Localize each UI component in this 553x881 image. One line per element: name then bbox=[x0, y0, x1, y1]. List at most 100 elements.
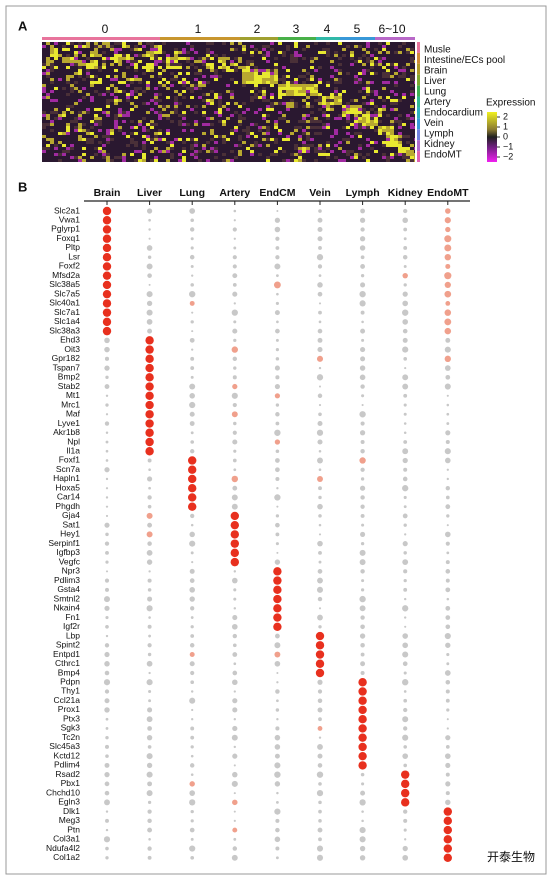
heatmap-cell bbox=[390, 120, 394, 123]
heatmap-cell bbox=[310, 117, 314, 120]
background-dot bbox=[360, 282, 366, 288]
heatmap-cell bbox=[314, 126, 318, 129]
background-dot bbox=[275, 449, 280, 454]
background-dot bbox=[190, 819, 194, 823]
background-dot bbox=[105, 624, 109, 629]
background-dot bbox=[403, 809, 408, 814]
background-dot bbox=[360, 467, 365, 472]
heatmap-cell bbox=[90, 141, 94, 144]
heatmap-cell bbox=[122, 159, 126, 162]
heatmap-cell bbox=[206, 81, 210, 84]
heatmap-cell bbox=[250, 69, 254, 72]
heatmap-cell bbox=[274, 120, 278, 123]
background-dot bbox=[445, 337, 451, 343]
background-dot bbox=[275, 522, 280, 528]
background-dot bbox=[359, 595, 366, 603]
heatmap-cell bbox=[130, 90, 134, 93]
heatmap-cell bbox=[414, 78, 415, 81]
heatmap-cell bbox=[54, 147, 58, 150]
background-dot bbox=[360, 227, 365, 232]
heatmap-cell bbox=[402, 156, 406, 159]
heatmap-cell bbox=[138, 87, 142, 90]
heatmap-cell bbox=[202, 75, 206, 78]
heatmap-cell bbox=[366, 111, 370, 114]
heatmap-cell bbox=[190, 153, 194, 156]
heatmap-cell bbox=[250, 123, 254, 126]
heatmap-cell bbox=[98, 141, 102, 144]
heatmap-cell bbox=[102, 45, 106, 48]
heatmap-cell bbox=[162, 84, 166, 87]
heatmap-cell bbox=[338, 78, 342, 81]
heatmap-cell bbox=[66, 42, 70, 45]
heatmap-cell bbox=[218, 93, 222, 96]
background-dot bbox=[233, 468, 237, 472]
background-dot bbox=[318, 385, 322, 388]
heatmap-cell bbox=[50, 111, 54, 114]
heatmap-cell bbox=[270, 78, 274, 81]
heatmap-cell bbox=[262, 114, 266, 117]
heatmap-cell bbox=[150, 141, 154, 144]
heatmap-cell bbox=[366, 159, 370, 162]
heatmap-cell bbox=[414, 138, 415, 141]
heatmap-cell bbox=[158, 117, 162, 120]
heatmap-cell bbox=[274, 57, 278, 60]
background-dot bbox=[104, 799, 110, 806]
background-dot bbox=[232, 725, 238, 732]
background-dot bbox=[361, 338, 365, 342]
heatmap-cell bbox=[410, 126, 414, 129]
heatmap-cell bbox=[78, 72, 82, 75]
heatmap-cell bbox=[334, 144, 338, 147]
marker-dot bbox=[188, 493, 197, 502]
heatmap-cell bbox=[358, 114, 362, 117]
background-dot bbox=[275, 458, 280, 463]
background-dot bbox=[445, 781, 451, 787]
heatmap-cell bbox=[266, 132, 270, 135]
heatmap-cell bbox=[242, 48, 246, 51]
heatmap-cell bbox=[386, 51, 390, 54]
background-dot bbox=[146, 660, 153, 667]
heatmap-cell bbox=[414, 156, 415, 159]
heatmap-cell bbox=[366, 144, 370, 147]
background-dot bbox=[147, 652, 152, 657]
heatmap-cell bbox=[382, 75, 386, 78]
heatmap-cell bbox=[314, 159, 318, 162]
heatmap-cell bbox=[82, 60, 86, 63]
heatmap-cell bbox=[58, 132, 62, 135]
heatmap-cell bbox=[70, 57, 74, 60]
heatmap-cell bbox=[294, 87, 298, 90]
heatmap-cell bbox=[78, 117, 82, 120]
heatmap-cell bbox=[126, 78, 130, 81]
heatmap-cell bbox=[98, 54, 102, 57]
background-dot bbox=[444, 632, 451, 640]
background-dot bbox=[446, 403, 450, 407]
heatmap-cell bbox=[134, 54, 138, 57]
background-dot bbox=[360, 531, 366, 537]
background-dot bbox=[104, 643, 110, 648]
heatmap-cell bbox=[158, 111, 162, 114]
background-dot bbox=[190, 356, 195, 361]
heatmap-cell bbox=[146, 63, 150, 66]
gene-label: Serpinf1 bbox=[48, 538, 80, 548]
gene-label: Stab2 bbox=[58, 381, 80, 391]
background-dot bbox=[190, 551, 194, 555]
heatmap-cell bbox=[346, 138, 350, 141]
heatmap-cell bbox=[74, 51, 78, 54]
background-dot bbox=[233, 366, 237, 370]
heatmap-cell bbox=[106, 114, 110, 117]
heatmap-cell bbox=[90, 120, 94, 123]
background-dot bbox=[233, 570, 237, 573]
background-dot bbox=[317, 217, 323, 223]
heatmap-cell bbox=[82, 123, 86, 126]
background-dot bbox=[146, 300, 153, 307]
gene-label: Pdlim3 bbox=[54, 575, 80, 585]
heatmap-cell bbox=[150, 69, 154, 72]
heatmap-cell bbox=[250, 45, 254, 48]
heatmap-cell bbox=[210, 123, 214, 126]
heatmap-cell bbox=[250, 78, 254, 81]
background-dot bbox=[189, 697, 196, 704]
column-label: EndCM bbox=[259, 187, 295, 199]
background-dot bbox=[233, 246, 237, 250]
gene-label: Oit3 bbox=[64, 344, 80, 354]
heatmap-cell bbox=[94, 117, 98, 120]
tissue-bar bbox=[417, 107, 420, 119]
